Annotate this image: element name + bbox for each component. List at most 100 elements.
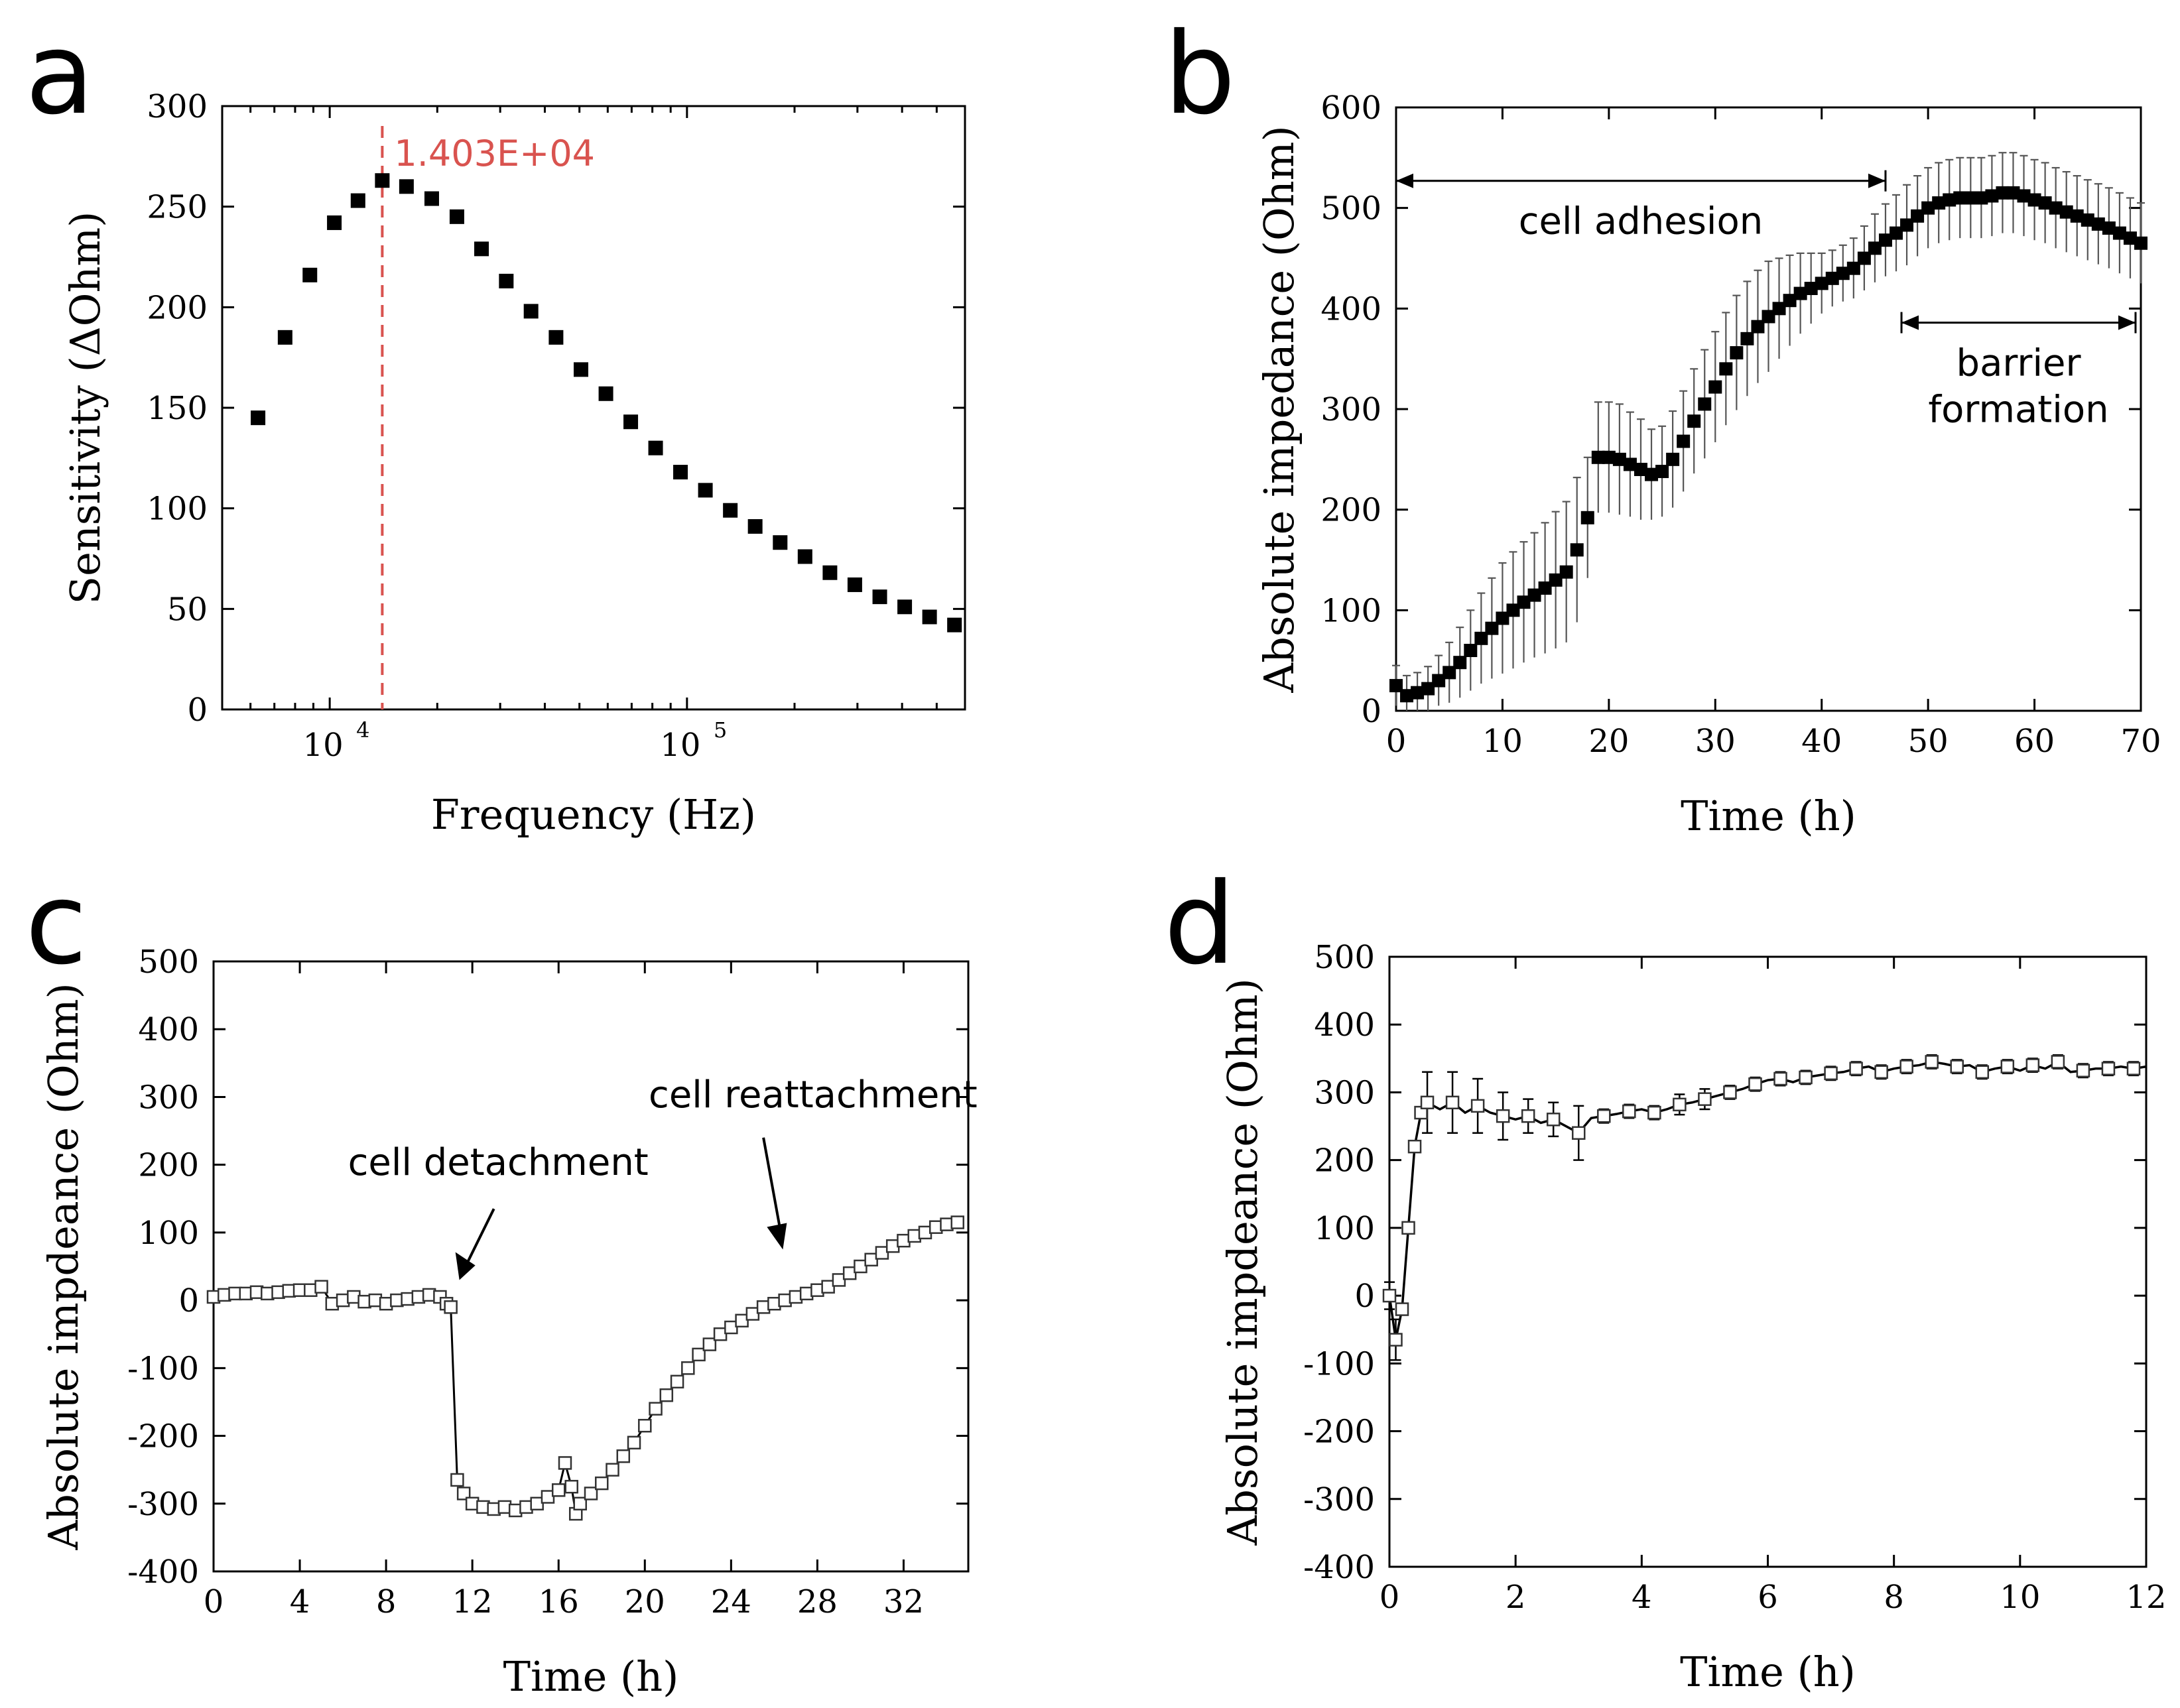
data-point-c — [444, 1300, 458, 1314]
data-point-c — [450, 1473, 464, 1487]
data-point-b — [1932, 196, 1946, 210]
y-tick-label-b: 100 — [1320, 592, 1381, 629]
data-point-b — [2017, 189, 2031, 203]
y-tick-label-d: 200 — [1314, 1142, 1375, 1180]
x-tick-label-c: 20 — [625, 1583, 665, 1620]
plot-frame-d — [1388, 955, 2148, 1568]
data-point-b — [1474, 631, 1488, 645]
data-point-a — [327, 215, 342, 230]
y-tick-label-b: 400 — [1320, 290, 1381, 328]
x-axis-label-b: Time (h) — [1681, 792, 1856, 840]
data-point-b — [1485, 621, 1499, 635]
data-point-b — [1751, 320, 1765, 334]
y-tick-label-a: 300 — [147, 88, 208, 125]
data-point-d — [1597, 1109, 1611, 1123]
data-point-c — [606, 1463, 619, 1477]
data-point-d — [1975, 1065, 1990, 1079]
data-point-b — [1421, 682, 1435, 696]
x-tick-label-b: 60 — [2014, 723, 2055, 760]
data-point-d — [2025, 1058, 2040, 1072]
x-axis-label-a: Frequency (Hz) — [431, 790, 756, 839]
y-tick-label-d: -300 — [1303, 1481, 1375, 1518]
data-point-a — [747, 518, 763, 534]
y-tick-label-a: 100 — [147, 491, 208, 528]
data-point-b — [1527, 588, 1541, 602]
data-point-d — [1773, 1071, 1787, 1086]
data-point-c — [456, 1487, 471, 1500]
x-tick-label-d: 0 — [1379, 1579, 1400, 1616]
data-point-b — [1411, 686, 1425, 700]
y-tick-label-d: 300 — [1314, 1074, 1375, 1111]
data-point-b — [1900, 218, 1914, 232]
panel-label-a: a — [25, 9, 94, 140]
data-point-c — [573, 1496, 587, 1511]
data-point-b — [1911, 209, 1925, 223]
y-tick-label-c: 500 — [138, 944, 199, 981]
x-tick-label-d: 8 — [1884, 1579, 1904, 1616]
x-tick-label-a: 10 — [660, 727, 700, 764]
data-point-a — [399, 179, 414, 194]
data-point-c — [670, 1374, 684, 1389]
data-point-b — [1921, 201, 1935, 215]
data-point-b — [1868, 241, 1882, 255]
y-tick-label-c: -200 — [127, 1418, 199, 1455]
data-point-a — [277, 330, 292, 345]
x-tick-label-b: 70 — [2120, 723, 2161, 760]
y-tick-label-a: 50 — [167, 591, 208, 628]
data-point-d — [1673, 1097, 1687, 1112]
data-point-b — [1549, 573, 1563, 587]
y-axis-label-d: Absolute impdeance (Ohm) — [1218, 978, 1267, 1546]
data-point-b — [1623, 457, 1637, 471]
y-tick-label-c: -300 — [127, 1486, 199, 1523]
data-point-d — [1389, 1333, 1403, 1347]
panel-a-chart: 0 50 100 150 200 250 300 10 4 10 5 Frequency (Hz) Se… — [61, 88, 966, 839]
x-tick-exponent-a: 4 — [356, 717, 369, 743]
data-point-b — [2038, 196, 2052, 210]
data-point-a — [350, 193, 365, 208]
y-tick-label-c: 200 — [138, 1147, 199, 1184]
data-point-b — [1825, 271, 1839, 285]
data-point-c — [638, 1418, 652, 1433]
data-point-b — [1432, 674, 1446, 688]
x-tick-exponent-a: 5 — [714, 717, 727, 743]
y-tick-label-a: 200 — [147, 289, 208, 326]
data-point-a — [698, 483, 713, 498]
data-point-c — [616, 1449, 631, 1463]
x-tick-label-d: 2 — [1506, 1579, 1526, 1616]
data-point-d — [1521, 1109, 1535, 1123]
arrow-detachment — [464, 1208, 495, 1266]
data-point-a — [922, 609, 937, 625]
data-point-c — [551, 1483, 566, 1497]
annotation-barrier: barrier — [1956, 342, 2082, 385]
data-point-b — [1559, 565, 1573, 579]
y-tick-label-c: 0 — [178, 1282, 199, 1319]
data-point-b — [1634, 463, 1647, 476]
data-point-b — [2006, 186, 2020, 200]
series-line-c — [213, 1221, 958, 1518]
panel-label-c: c — [25, 859, 87, 990]
data-point-d — [1622, 1104, 1636, 1119]
data-point-b — [1687, 414, 1701, 428]
arrow-reattachment — [762, 1137, 782, 1230]
x-tick-label-d: 12 — [2126, 1579, 2166, 1616]
y-tick-label-d: 400 — [1314, 1006, 1375, 1044]
y-tick-label-d: -400 — [1303, 1549, 1375, 1586]
annotation-cell-detachment: cell detachment — [348, 1141, 649, 1184]
y-tick-label-b: 200 — [1320, 492, 1381, 529]
panel-d-chart: -400 -300 -200 -100 0 100 200 300 400 500 0 2 4 6 8 10 1… — [1218, 939, 2167, 1696]
data-point-c — [681, 1361, 695, 1375]
data-point-b — [1974, 191, 1988, 205]
data-point-b — [1464, 644, 1478, 657]
data-point-b — [1762, 310, 1775, 324]
y-tick-label-b: 0 — [1361, 693, 1381, 730]
data-point-b — [1772, 302, 1786, 316]
data-point-a — [847, 577, 862, 592]
data-point-b — [1496, 611, 1509, 625]
panel-c-chart: -400 -300 -200 -100 0 100 200 300 400 500 0 4 8 12 16 2… — [39, 944, 978, 1701]
data-point-d — [1420, 1095, 1435, 1110]
data-point-a — [648, 440, 663, 456]
data-point-b — [1580, 511, 1594, 524]
data-point-d — [1824, 1066, 1838, 1081]
x-tick-label-b: 10 — [1482, 723, 1523, 760]
data-point-d — [1799, 1070, 1813, 1085]
